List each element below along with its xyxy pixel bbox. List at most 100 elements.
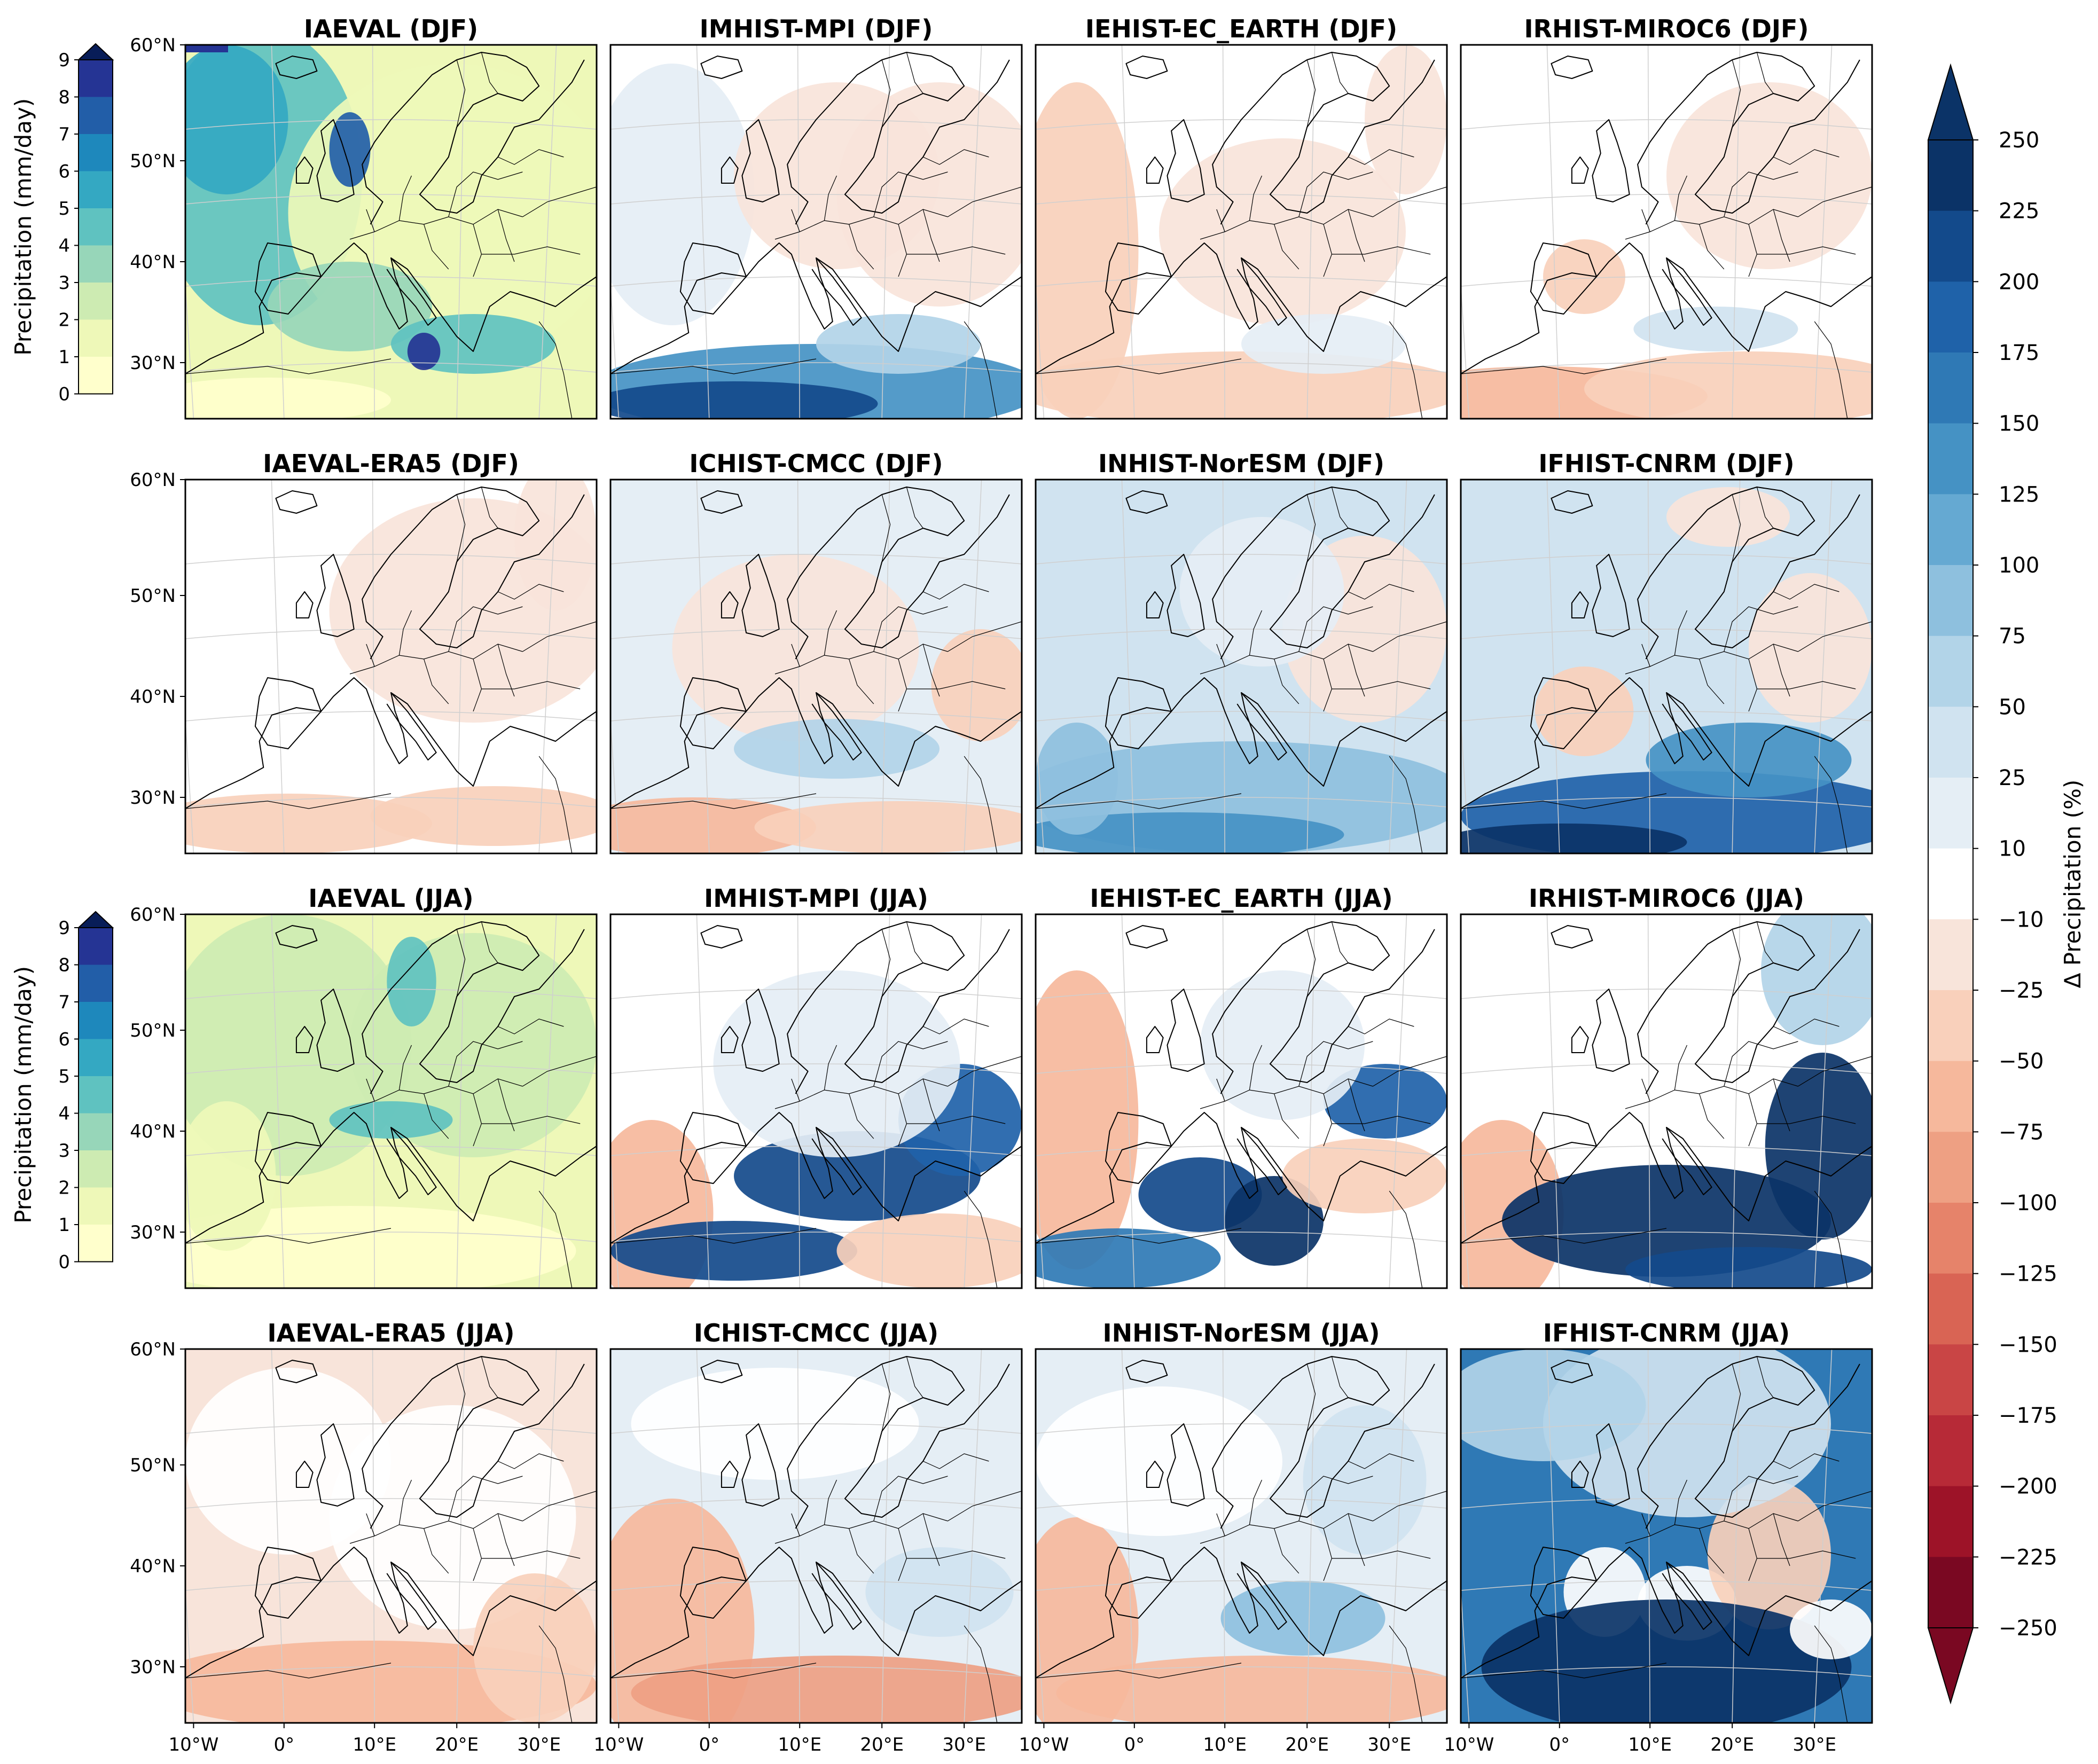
coastline bbox=[1461, 1112, 1872, 1244]
parallel-line bbox=[185, 1580, 597, 1591]
field-region bbox=[1666, 487, 1790, 547]
colorbar-segment bbox=[1928, 1061, 1973, 1132]
meridian-line bbox=[538, 480, 557, 853]
lat-label: 50°N bbox=[130, 151, 176, 172]
country-border bbox=[497, 584, 564, 600]
country-border bbox=[881, 929, 891, 997]
country-border bbox=[1036, 793, 1242, 809]
field-region bbox=[1461, 824, 1687, 853]
meridian-line bbox=[1546, 1349, 1560, 1723]
precip-field bbox=[610, 45, 1022, 419]
country-border bbox=[538, 321, 573, 419]
panel-title: IFHIST-CNRM (JJA) bbox=[1543, 1319, 1790, 1347]
coastline bbox=[1662, 692, 1712, 761]
coastlines bbox=[185, 921, 597, 1244]
coastline bbox=[185, 242, 597, 374]
meridian-line bbox=[881, 914, 890, 1288]
field-region bbox=[1036, 1228, 1221, 1288]
country-border bbox=[873, 606, 948, 652]
graticule bbox=[1036, 914, 1447, 1288]
country-border bbox=[366, 644, 375, 667]
meridian-line bbox=[456, 45, 465, 419]
parallel-line bbox=[1036, 276, 1447, 287]
landmass-outline bbox=[1571, 156, 1589, 184]
country-border bbox=[1348, 149, 1414, 165]
coastline bbox=[185, 1547, 597, 1679]
field-region bbox=[1303, 1405, 1427, 1555]
meridian-line bbox=[1461, 714, 1470, 853]
country-borders bbox=[1461, 1356, 1872, 1723]
field-region bbox=[1584, 351, 1872, 419]
field-region bbox=[734, 719, 940, 779]
country-border bbox=[948, 621, 1022, 652]
panel-frame bbox=[1460, 1348, 1873, 1724]
landmass-outline bbox=[275, 1360, 318, 1383]
country-border bbox=[1461, 1228, 1667, 1244]
country-borders bbox=[1036, 487, 1447, 853]
colorbar-tick-label: 4 bbox=[58, 236, 70, 257]
field-region bbox=[1282, 1139, 1447, 1213]
parallel-line bbox=[610, 1666, 1022, 1677]
colorbar-tick-label: 50 bbox=[1999, 695, 2026, 719]
parallel-line bbox=[1461, 1580, 1872, 1591]
parallel-line bbox=[1461, 629, 1872, 639]
country-border bbox=[185, 358, 392, 374]
field-region bbox=[1646, 723, 1852, 797]
country-border bbox=[1773, 1018, 1839, 1034]
parallel-line bbox=[1036, 711, 1447, 722]
field-region bbox=[610, 381, 878, 419]
parallel-line bbox=[1461, 194, 1872, 205]
parallel-line bbox=[610, 276, 1022, 287]
precip-field bbox=[185, 914, 597, 1288]
meridian-line bbox=[1121, 1349, 1135, 1723]
field-region bbox=[473, 1573, 597, 1723]
colorbar-tick-label: 7 bbox=[58, 124, 70, 145]
country-border bbox=[481, 681, 581, 689]
parallel-line bbox=[185, 194, 597, 205]
country-border bbox=[1373, 1056, 1447, 1087]
country-border bbox=[1674, 1479, 1688, 1525]
coastline bbox=[1236, 1127, 1287, 1195]
landmass-outline bbox=[741, 1423, 780, 1507]
country-border bbox=[481, 921, 498, 963]
country-border bbox=[906, 487, 923, 529]
colorbar-tick-label: −125 bbox=[1999, 1262, 2057, 1287]
colorbar-segment bbox=[79, 208, 113, 246]
panel-frame bbox=[609, 479, 1023, 854]
colorbar-segment bbox=[1928, 494, 1973, 566]
field-region bbox=[1220, 1581, 1385, 1656]
country-border bbox=[1298, 1041, 1373, 1087]
meridian-line bbox=[1036, 1583, 1045, 1723]
landmass-outline bbox=[316, 119, 355, 202]
field-region bbox=[1765, 1053, 1872, 1240]
landmass-outline bbox=[1125, 1360, 1168, 1383]
meridian-line bbox=[1546, 45, 1560, 419]
coastlines bbox=[1461, 52, 1872, 374]
country-border bbox=[881, 59, 891, 128]
country-border bbox=[906, 1116, 1006, 1124]
colorbar-tick-label: 10 bbox=[1999, 837, 2026, 861]
parallel-line bbox=[1036, 1232, 1447, 1242]
country-border bbox=[398, 1045, 412, 1091]
colorbar-label: Δ Precipitation (%) bbox=[2060, 780, 2086, 989]
country-border bbox=[906, 681, 1006, 689]
colorbar-tick-label: 6 bbox=[58, 161, 70, 183]
colorbar-segment bbox=[79, 319, 113, 357]
country-borders bbox=[1036, 1356, 1447, 1723]
map-panel: INHIST-NorESM (JJA) 10°W 0° 10°E 20°E 30°E bbox=[1019, 1319, 1448, 1755]
colorbar-segment bbox=[79, 1187, 113, 1225]
lat-label: 30°N bbox=[130, 352, 176, 374]
country-border bbox=[964, 1190, 998, 1288]
landmass-outline bbox=[700, 925, 743, 948]
colorbar-tick-label: 8 bbox=[58, 955, 70, 976]
coastlines bbox=[1461, 487, 1872, 809]
country-border bbox=[1200, 644, 1373, 675]
country-border bbox=[448, 171, 523, 217]
coastline bbox=[1662, 1562, 1712, 1630]
coastlines bbox=[610, 487, 1022, 809]
coastline bbox=[1036, 1547, 1447, 1679]
map-panel: IEHIST-EC_EARTH (DJF) bbox=[1035, 14, 1448, 420]
panel-title: IRHIST-MIROC6 (DJF) bbox=[1524, 14, 1809, 43]
country-border bbox=[1298, 606, 1373, 652]
meridian-line bbox=[610, 279, 620, 419]
